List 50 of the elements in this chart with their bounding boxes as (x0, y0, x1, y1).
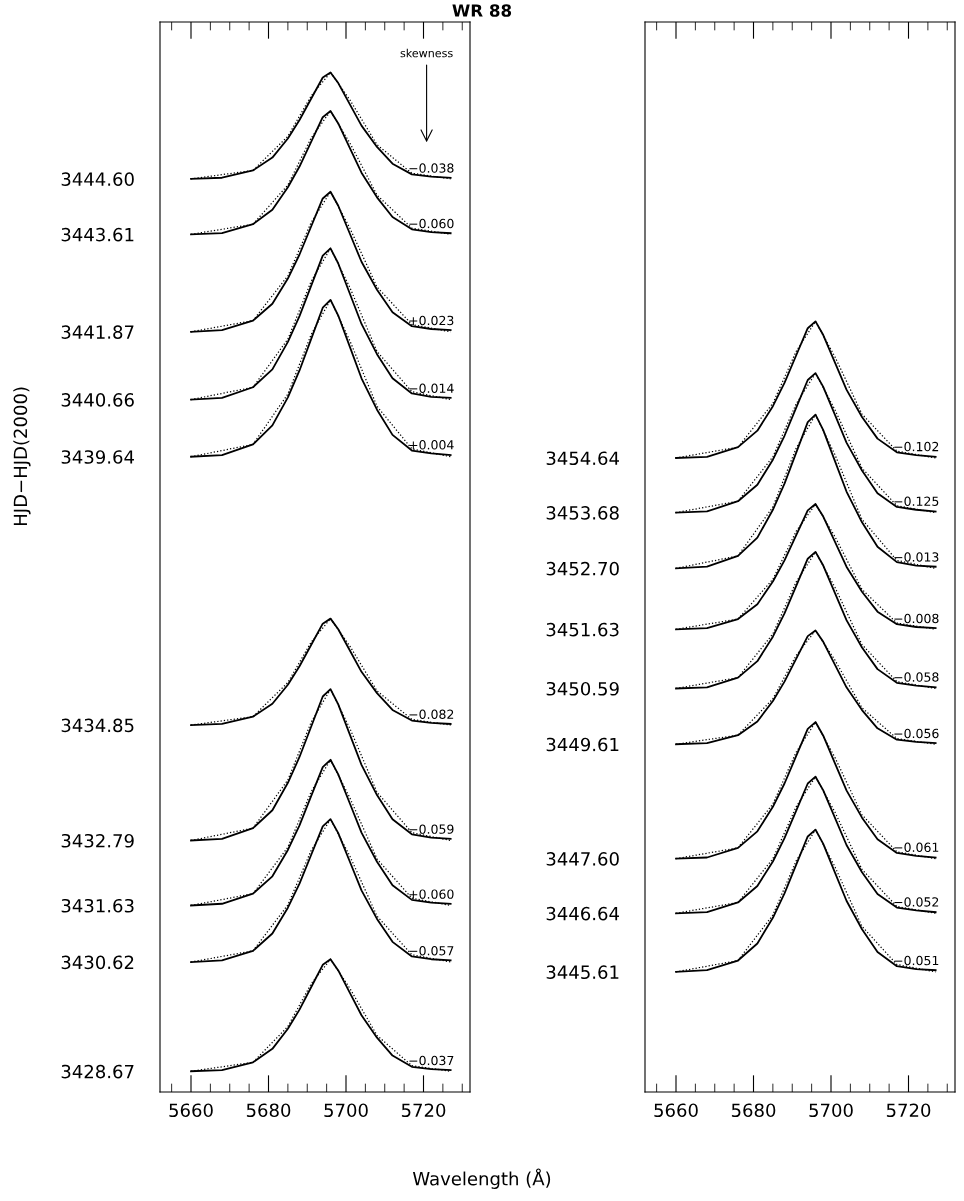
x-tick-label: 5700 (809, 1103, 853, 1118)
y-tick-label: 3444.60 (61, 172, 134, 186)
y-tick-label: 3451.63 (546, 622, 619, 637)
x-tick-label: 5680 (731, 1103, 776, 1118)
annotation: skewness (400, 48, 453, 58)
x-tick-label: 5660 (654, 1103, 698, 1118)
y-tick-label: 3450.59 (546, 681, 619, 696)
y-tick-label: 3434.85 (61, 718, 134, 733)
annotation: −0.059 (409, 824, 454, 834)
annotation: −0.125 (894, 496, 939, 506)
y-axis-title: HJD−HJD(2000) (13, 387, 31, 525)
y-tick-label: 3446.64 (546, 906, 619, 921)
annotation: −0.008 (894, 613, 939, 624)
y-tick-label: 3431.63 (61, 898, 134, 913)
y-tick-label: 3447.60 (546, 852, 619, 866)
annotation: −0.082 (409, 709, 454, 720)
annotation: −0.052 (894, 897, 939, 907)
annotation: −0.037 (409, 1055, 454, 1066)
y-tick-label: 3452.70 (546, 561, 619, 576)
annotation: −0.056 (894, 728, 939, 739)
x-axis-title: Wavelength (Å) (412, 1168, 551, 1189)
annotation: −0.058 (894, 672, 939, 682)
annotation: +0.023 (409, 315, 454, 326)
y-tick-label: 3428.67 (61, 1064, 134, 1079)
annotation: −0.051 (894, 955, 939, 966)
y-tick-label: 3454.64 (546, 451, 619, 466)
y-tick-label: 3453.68 (546, 506, 619, 520)
x-tick-label: 5700 (324, 1103, 368, 1118)
x-tick-label: 5660 (169, 1103, 213, 1118)
y-tick-label: 3439.64 (61, 450, 134, 464)
annotation: −0.057 (409, 945, 454, 956)
y-tick-label: 3440.66 (61, 393, 134, 407)
y-tick-label: 3449.61 (546, 737, 619, 752)
annotation: −0.014 (409, 383, 454, 393)
annotation: +0.060 (409, 889, 454, 899)
y-tick-label: 3443.61 (61, 227, 134, 242)
x-tick-label: 5680 (246, 1103, 291, 1118)
x-tick-label: 5720 (401, 1103, 446, 1118)
annotation: −0.061 (894, 842, 939, 852)
annotation: −0.102 (894, 441, 939, 452)
y-tick-label: 3445.61 (546, 965, 619, 980)
y-tick-label: 3441.87 (61, 325, 134, 339)
chart-title: WR 88 (452, 4, 512, 17)
annotation: −0.013 (894, 552, 939, 562)
annotation: +0.004 (409, 440, 454, 450)
y-tick-label: 3430.62 (61, 955, 134, 970)
annotation: −0.038 (409, 163, 454, 173)
x-tick-label: 5720 (886, 1103, 931, 1118)
annotation: −0.060 (409, 218, 454, 229)
y-tick-label: 3432.79 (61, 833, 134, 848)
